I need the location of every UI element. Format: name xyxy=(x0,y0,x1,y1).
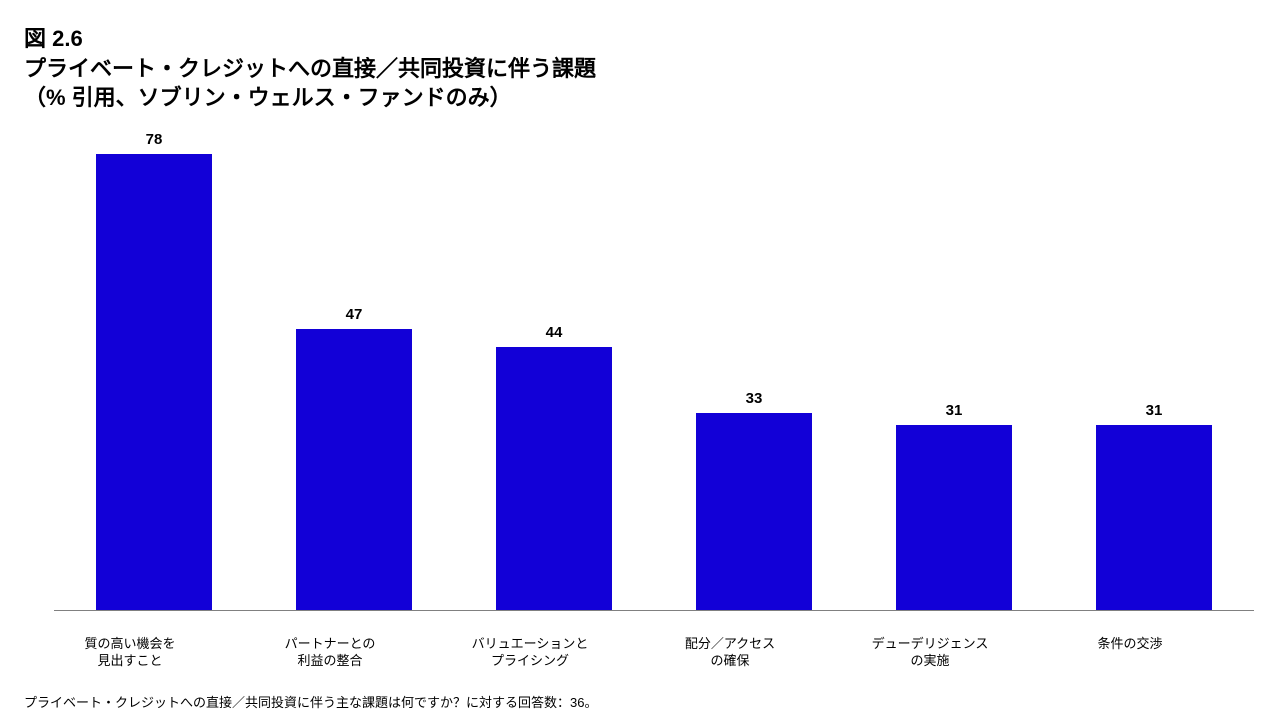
x-axis-label: パートナーとの利益の整合 xyxy=(230,636,430,670)
bar-slot: 31 xyxy=(1054,131,1254,611)
bar-value-label: 31 xyxy=(946,402,963,419)
x-axis-baseline xyxy=(54,610,1254,611)
bar-rect xyxy=(1096,425,1212,611)
bar-value-label: 47 xyxy=(346,306,363,323)
bar-slot: 47 xyxy=(254,131,454,611)
x-axis-label-line: の確保 xyxy=(634,653,826,670)
x-axis-label-line: バリュエーションと xyxy=(434,636,626,653)
bar-slot: 44 xyxy=(454,131,654,611)
x-axis-label-line: デューデリジェンス xyxy=(834,636,1026,653)
x-axis-label-line: 見出すこと xyxy=(34,653,226,670)
footnote: プライベート・クレジットへの直接／共同投資に伴う主な課題は何ですか？に対する回答… xyxy=(24,692,597,711)
title-line-1: 図 2.6 xyxy=(24,24,1256,54)
x-axis-label: バリュエーションとプライシング xyxy=(430,636,630,670)
x-axis-label: 質の高い機会を見出すこと xyxy=(30,636,230,670)
bar-value-label: 78 xyxy=(146,131,163,148)
chart-plot: 78 47 44 33 31 31 xyxy=(54,131,1254,611)
x-axis-label: デューデリジェンスの実施 xyxy=(830,636,1030,670)
x-axis-label-line: プライシング xyxy=(434,653,626,670)
bar-value-label: 44 xyxy=(546,324,563,341)
x-axis-label-line: 利益の整合 xyxy=(234,653,426,670)
x-axis-label: 条件の交渉 xyxy=(1030,636,1230,670)
page-root: 図 2.6 プライベート・クレジットへの直接／共同投資に伴う課題 （% 引用、ソ… xyxy=(0,0,1280,720)
bar-slot: 31 xyxy=(854,131,1054,611)
x-axis-labels: 質の高い機会を見出すことパートナーとの利益の整合バリュエーションとプライシング配… xyxy=(30,636,1230,670)
x-axis-label-line: パートナーとの xyxy=(234,636,426,653)
bar-slot: 33 xyxy=(654,131,854,611)
title-line-2: プライベート・クレジットへの直接／共同投資に伴う課題 xyxy=(24,54,1256,84)
bar-rect xyxy=(96,154,212,611)
bar-slot: 78 xyxy=(54,131,254,611)
bar-value-label: 31 xyxy=(1146,402,1163,419)
bars-container: 78 47 44 33 31 31 xyxy=(54,131,1254,611)
chart-area: 78 47 44 33 31 31 xyxy=(54,131,1254,611)
bar-rect xyxy=(896,425,1012,611)
x-axis-label: 配分／アクセスの確保 xyxy=(630,636,830,670)
x-axis-label-line: 条件の交渉 xyxy=(1034,636,1226,653)
bar-rect xyxy=(496,347,612,611)
bar-rect xyxy=(696,413,812,611)
bar-value-label: 33 xyxy=(746,390,763,407)
bar-rect xyxy=(296,329,412,611)
x-axis-label-line: の実施 xyxy=(834,653,1026,670)
x-axis-label-line: 質の高い機会を xyxy=(34,636,226,653)
title-line-3: （% 引用、ソブリン・ウェルス・ファンドのみ） xyxy=(24,83,1256,113)
x-axis-label-line: 配分／アクセス xyxy=(634,636,826,653)
chart-title: 図 2.6 プライベート・クレジットへの直接／共同投資に伴う課題 （% 引用、ソ… xyxy=(24,24,1256,113)
